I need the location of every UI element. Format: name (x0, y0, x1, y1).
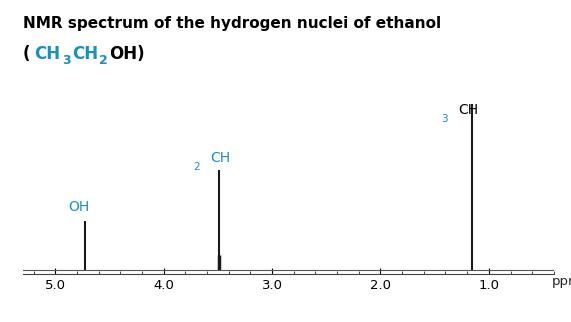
Text: (: ( (23, 45, 30, 63)
Text: CH: CH (459, 103, 478, 117)
Text: ppm: ppm (552, 275, 571, 288)
Text: CH: CH (210, 151, 231, 165)
Text: OH): OH) (109, 45, 144, 63)
Text: 2: 2 (193, 162, 200, 172)
Text: 2: 2 (99, 54, 108, 67)
Text: 3: 3 (62, 54, 71, 67)
Text: 3: 3 (441, 114, 448, 124)
Text: CH: CH (72, 45, 98, 63)
Text: NMR spectrum of the hydrogen nuclei of ethanol: NMR spectrum of the hydrogen nuclei of e… (23, 16, 441, 32)
Text: OH: OH (69, 201, 90, 214)
Text: CH: CH (34, 45, 61, 63)
